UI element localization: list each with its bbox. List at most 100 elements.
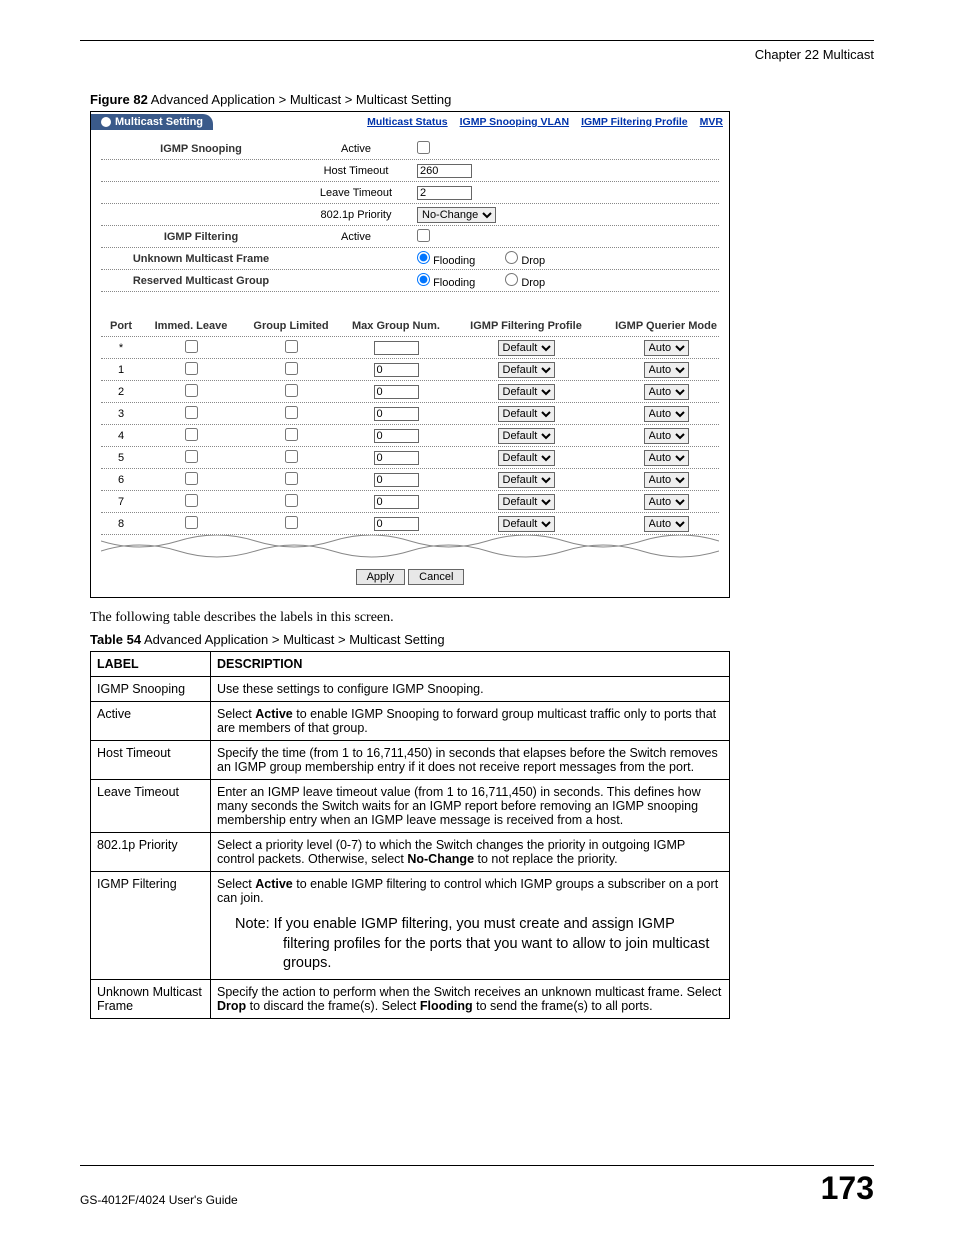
link-igmp-snooping-vlan[interactable]: IGMP Snooping VLAN: [460, 116, 569, 128]
table-row: Host TimeoutSpecify the time (from 1 to …: [91, 741, 730, 780]
input-max-group[interactable]: [374, 407, 419, 421]
cell-description: Select a priority level (0-7) to which t…: [211, 833, 730, 872]
input-max-group[interactable]: [374, 473, 419, 487]
checkbox-immed-leave[interactable]: [185, 362, 198, 375]
select-querier-mode[interactable]: Auto: [644, 384, 689, 400]
input-max-group[interactable]: [374, 451, 419, 465]
label-unknown-multicast: Unknown Multicast Frame: [101, 253, 301, 265]
cancel-button[interactable]: Cancel: [408, 569, 464, 585]
select-querier-mode[interactable]: Auto: [644, 406, 689, 422]
checkbox-immed-leave[interactable]: [185, 472, 198, 485]
table-row: ActiveSelect Active to enable IGMP Snoop…: [91, 702, 730, 741]
checkbox-group-limited[interactable]: [285, 406, 298, 419]
th-label: LABEL: [91, 652, 211, 677]
label-igmp-filtering: IGMP Filtering: [101, 231, 301, 243]
label-leave-timeout: Leave Timeout: [301, 187, 411, 199]
checkbox-group-limited[interactable]: [285, 428, 298, 441]
input-leave-timeout[interactable]: [417, 186, 472, 200]
body-text: The following table describes the labels…: [90, 610, 874, 626]
cell-label: Active: [91, 702, 211, 741]
port-table-header: Port Immed. Leave Group Limited Max Grou…: [101, 316, 719, 337]
port-num: 7: [101, 496, 141, 508]
cell-label: IGMP Snooping: [91, 677, 211, 702]
tab-multicast-setting[interactable]: Multicast Setting: [91, 114, 213, 130]
footer-guide: GS-4012F/4024 User's Guide: [80, 1193, 238, 1207]
th-description: DESCRIPTION: [211, 652, 730, 677]
tab-icon: [101, 117, 111, 127]
tab-title: Multicast Setting: [115, 116, 203, 128]
select-filtering-profile[interactable]: Default: [498, 384, 555, 400]
select-querier-mode[interactable]: Auto: [644, 472, 689, 488]
table-num: Table 54: [90, 632, 141, 647]
checkbox-immed-leave[interactable]: [185, 406, 198, 419]
checkbox-group-limited[interactable]: [285, 516, 298, 529]
table-row: Unknown Multicast FrameSpecify the actio…: [91, 979, 730, 1018]
label-8021p-priority: 802.1p Priority: [301, 209, 411, 221]
port-num: 3: [101, 408, 141, 420]
radio-reserved-flooding[interactable]: Flooding: [417, 273, 475, 289]
table-row: 802.1p PrioritySelect a priority level (…: [91, 833, 730, 872]
checkbox-immed-leave[interactable]: [185, 516, 198, 529]
checkbox-group-limited[interactable]: [285, 340, 298, 353]
table-text: Advanced Application > Multicast > Multi…: [141, 632, 445, 647]
select-filtering-profile[interactable]: Default: [498, 494, 555, 510]
apply-button[interactable]: Apply: [356, 569, 406, 585]
select-filtering-profile[interactable]: Default: [498, 340, 555, 356]
cell-description: Specify the time (from 1 to 16,711,450) …: [211, 741, 730, 780]
select-filtering-profile[interactable]: Default: [498, 406, 555, 422]
port-num: 6: [101, 474, 141, 486]
checkbox-group-limited[interactable]: [285, 494, 298, 507]
select-querier-mode[interactable]: Auto: [644, 516, 689, 532]
port-num: 1: [101, 364, 141, 376]
cell-label: Host Timeout: [91, 741, 211, 780]
link-multicast-status[interactable]: Multicast Status: [367, 116, 448, 128]
input-max-group[interactable]: [374, 341, 419, 355]
link-igmp-filtering-profile[interactable]: IGMP Filtering Profile: [581, 116, 688, 128]
cell-description: Specify the action to perform when the S…: [211, 979, 730, 1018]
select-filtering-profile[interactable]: Default: [498, 450, 555, 466]
cell-label: 802.1p Priority: [91, 833, 211, 872]
radio-unknown-drop[interactable]: Drop: [505, 251, 545, 267]
port-row: 4 Default Auto: [101, 425, 719, 447]
checkbox-filtering-active[interactable]: [417, 229, 430, 242]
tab-bar: Multicast Setting Multicast Status IGMP …: [91, 112, 729, 132]
checkbox-immed-leave[interactable]: [185, 450, 198, 463]
checkbox-group-limited[interactable]: [285, 362, 298, 375]
select-querier-mode[interactable]: Auto: [644, 362, 689, 378]
radio-reserved-drop[interactable]: Drop: [505, 273, 545, 289]
checkbox-snooping-active[interactable]: [417, 141, 430, 154]
checkbox-group-limited[interactable]: [285, 384, 298, 397]
label-host-timeout: Host Timeout: [301, 165, 411, 177]
port-num: 5: [101, 452, 141, 464]
checkbox-immed-leave[interactable]: [185, 340, 198, 353]
select-priority[interactable]: No-Change: [417, 207, 496, 223]
select-querier-mode[interactable]: Auto: [644, 450, 689, 466]
checkbox-immed-leave[interactable]: [185, 384, 198, 397]
input-max-group[interactable]: [374, 363, 419, 377]
cell-label: Unknown Multicast Frame: [91, 979, 211, 1018]
port-row: 7 Default Auto: [101, 491, 719, 513]
link-mvr[interactable]: MVR: [700, 116, 723, 128]
port-num: 4: [101, 430, 141, 442]
input-max-group[interactable]: [374, 385, 419, 399]
checkbox-immed-leave[interactable]: [185, 428, 198, 441]
select-filtering-profile[interactable]: Default: [498, 472, 555, 488]
input-max-group[interactable]: [374, 495, 419, 509]
radio-unknown-flooding[interactable]: Flooding: [417, 251, 475, 267]
select-querier-mode[interactable]: Auto: [644, 340, 689, 356]
input-host-timeout[interactable]: [417, 164, 472, 178]
checkbox-group-limited[interactable]: [285, 472, 298, 485]
select-querier-mode[interactable]: Auto: [644, 428, 689, 444]
select-filtering-profile[interactable]: Default: [498, 362, 555, 378]
checkbox-immed-leave[interactable]: [185, 494, 198, 507]
select-filtering-profile[interactable]: Default: [498, 516, 555, 532]
select-querier-mode[interactable]: Auto: [644, 494, 689, 510]
chapter-header: Chapter 22 Multicast: [80, 47, 874, 62]
checkbox-group-limited[interactable]: [285, 450, 298, 463]
page-footer: GS-4012F/4024 User's Guide 173: [80, 1165, 874, 1207]
input-max-group[interactable]: [374, 429, 419, 443]
port-num: *: [101, 342, 141, 354]
select-filtering-profile[interactable]: Default: [498, 428, 555, 444]
input-max-group[interactable]: [374, 517, 419, 531]
port-row: * Default Auto: [101, 337, 719, 359]
